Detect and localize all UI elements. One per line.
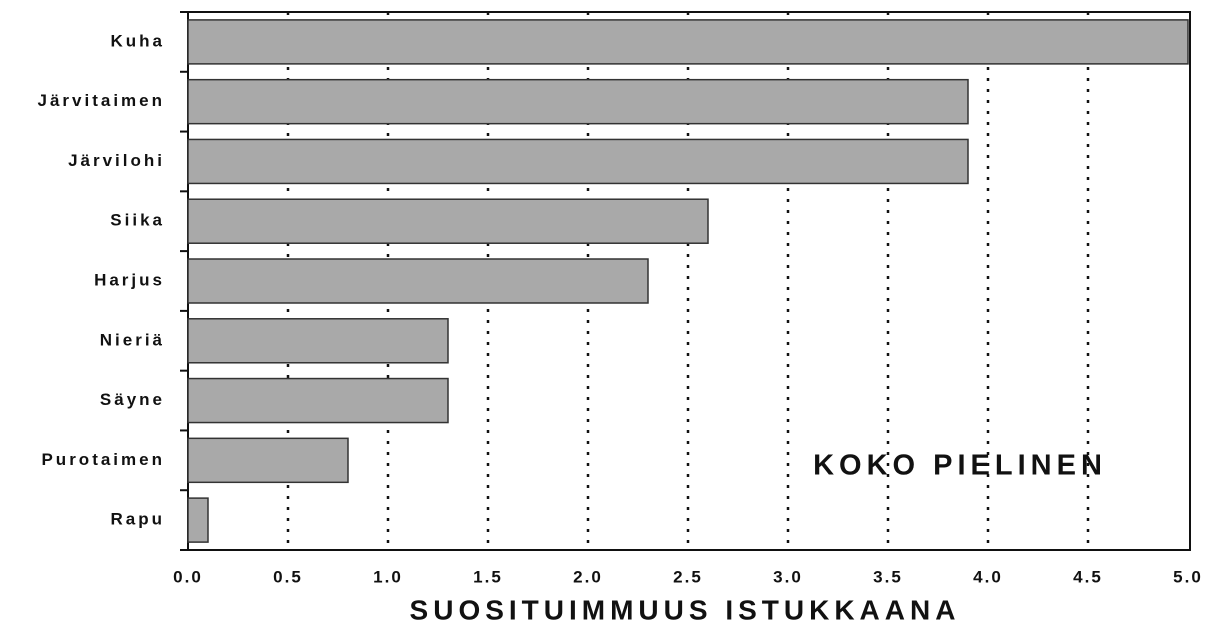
y-tick-label: Purotaimen [41, 450, 165, 469]
bar [187, 318, 449, 364]
y-tick-label: Järvitaimen [38, 91, 166, 110]
x-tick-label: 4.5 [1073, 567, 1103, 586]
bar [187, 437, 349, 484]
y-tick-label: Säyne [100, 390, 165, 409]
y-tick-label: Järvilohi [68, 151, 165, 170]
x-tick-label: 2.0 [573, 567, 603, 586]
bar [187, 497, 209, 543]
y-tick-label: Kuha [111, 31, 166, 50]
x-axis-title: SUOSITUIMMUUS ISTUKKAANA [410, 594, 961, 625]
y-tick-label: Rapu [111, 510, 166, 529]
bar [187, 377, 449, 424]
y-tick-label: Harjus [94, 270, 165, 289]
x-tick-label: 3.0 [773, 567, 803, 586]
bar [187, 258, 649, 304]
y-tick-label: Nieriä [100, 330, 165, 349]
bar [187, 19, 1189, 65]
x-tick-label: 3.5 [873, 567, 903, 586]
x-tick-label: 0.5 [273, 567, 303, 586]
x-tick-label: 5.0 [1173, 567, 1203, 586]
x-tick-label: 1.0 [373, 567, 403, 586]
annotation: KOKO PIELINEN [813, 450, 1107, 482]
bar [187, 198, 709, 244]
x-tick-label: 1.5 [473, 567, 503, 586]
x-tick-label: 2.5 [673, 567, 703, 586]
y-tick-label: Siika [110, 211, 165, 230]
bar [187, 78, 969, 125]
x-tick-label: 0.0 [173, 567, 203, 586]
bar [187, 138, 969, 185]
x-tick-label: 4.0 [973, 567, 1003, 586]
